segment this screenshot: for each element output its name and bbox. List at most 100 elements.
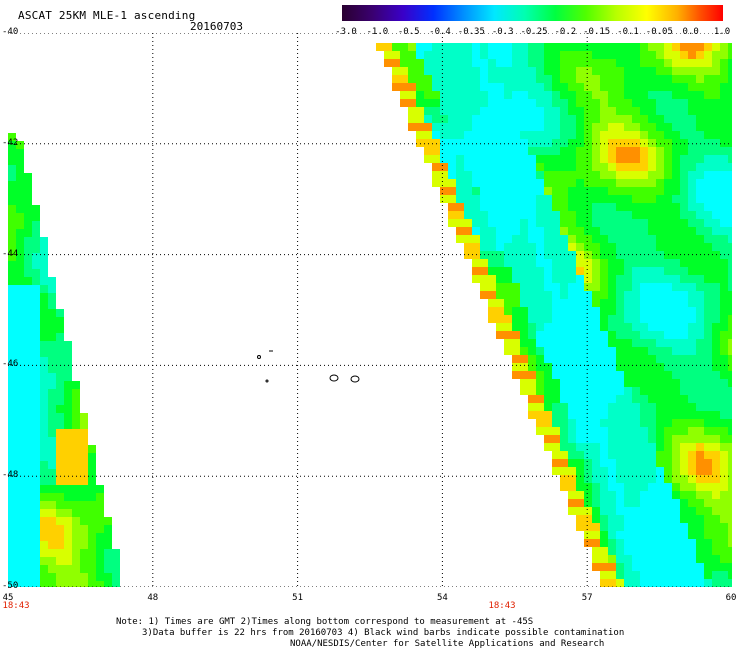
swath-pixel: [560, 187, 568, 195]
swath-pixel: [24, 397, 32, 405]
swath-pixel: [456, 171, 464, 179]
swath-pixel: [464, 139, 472, 147]
swath-pixel: [584, 459, 592, 467]
swath-pixel: [704, 203, 712, 211]
swath-pixel: [416, 131, 424, 139]
swath-pixel: [600, 435, 608, 443]
swath-pixel: [520, 315, 528, 323]
swath-pixel: [696, 323, 704, 331]
swath-pixel: [48, 437, 56, 445]
swath-pixel: [584, 179, 592, 187]
swath-pixel: [40, 325, 48, 333]
swath-pixel: [616, 523, 624, 531]
swath-pixel: [464, 99, 472, 107]
swath-pixel: [560, 395, 568, 403]
swath-pixel: [472, 211, 480, 219]
swath-pixel: [584, 99, 592, 107]
swath-pixel: [48, 581, 56, 587]
swath-pixel: [8, 469, 16, 477]
swath-pixel: [464, 243, 472, 251]
swath-pixel: [592, 467, 600, 475]
swath-pixel: [480, 131, 488, 139]
swath-pixel: [544, 259, 552, 267]
swath-pixel: [640, 163, 648, 171]
longitude-label: 48: [147, 593, 159, 603]
swath-pixel: [704, 347, 712, 355]
swath-pixel: [640, 339, 648, 347]
swath-pixel: [536, 171, 544, 179]
swath-pixel: [672, 459, 680, 467]
swath-pixel: [16, 165, 24, 173]
swath-pixel: [464, 155, 472, 163]
swath-pixel: [512, 371, 520, 379]
swath-pixel: [576, 227, 584, 235]
swath-pixel: [8, 381, 16, 389]
swath-pixel: [448, 67, 456, 75]
swath-pixel: [728, 227, 732, 235]
swath-pixel: [720, 299, 728, 307]
swath-pixel: [24, 525, 32, 533]
swath-pixel: [616, 467, 624, 475]
swath-pixel: [648, 291, 656, 299]
swath-pixel: [656, 419, 664, 427]
swath-pixel: [640, 475, 648, 483]
swath-pixel: [536, 243, 544, 251]
swath-pixel: [728, 355, 732, 363]
swath-pixel: [104, 573, 112, 581]
swath-pixel: [24, 349, 32, 357]
swath-pixel: [632, 211, 640, 219]
swath-pixel: [632, 563, 640, 571]
swath-pixel: [512, 299, 520, 307]
swath-pixel: [680, 371, 688, 379]
swath-pixel: [624, 139, 632, 147]
swath-pixel: [592, 539, 600, 547]
swath-pixel: [664, 515, 672, 523]
swath-pixel: [64, 429, 72, 437]
swath-pixel: [584, 491, 592, 499]
swath-pixel: [408, 107, 416, 115]
swath-pixel: [400, 59, 408, 67]
swath-pixel: [584, 467, 592, 475]
swath-pixel: [40, 389, 48, 397]
swath-pixel: [640, 523, 648, 531]
swath-pixel: [672, 579, 680, 587]
swath-pixel: [568, 459, 576, 467]
swath-pixel: [600, 403, 608, 411]
swath-pixel: [464, 75, 472, 83]
swath-pixel: [432, 139, 440, 147]
swath-pixel: [648, 515, 656, 523]
swath-pixel: [600, 347, 608, 355]
swath-pixel: [48, 549, 56, 557]
swath-pixel: [536, 235, 544, 243]
swath-pixel: [648, 163, 656, 171]
swath-pixel: [16, 221, 24, 229]
swath-pixel: [640, 115, 648, 123]
swath-pixel: [600, 331, 608, 339]
swath-pixel: [552, 211, 560, 219]
swath-pixel: [592, 403, 600, 411]
swath-pixel: [520, 291, 528, 299]
swath-pixel: [720, 243, 728, 251]
swath-pixel: [488, 211, 496, 219]
swath-pixel: [392, 75, 400, 83]
swath-pixel: [632, 235, 640, 243]
swath-pixel: [680, 291, 688, 299]
swath-pixel: [464, 43, 472, 51]
swath-pixel: [8, 333, 16, 341]
swath-pixel: [680, 219, 688, 227]
swath-pixel: [536, 411, 544, 419]
swath-pixel: [552, 187, 560, 195]
swath-pixel: [656, 451, 664, 459]
swath-pixel: [560, 155, 568, 163]
swath-pixel: [728, 563, 732, 571]
swath-pixel: [664, 307, 672, 315]
swath-pixel: [696, 531, 704, 539]
swath-pixel: [584, 307, 592, 315]
swath-pixel: [16, 493, 24, 501]
swath-pixel: [688, 195, 696, 203]
swath-pixel: [512, 211, 520, 219]
swath-pixel: [584, 259, 592, 267]
swath-pixel: [720, 451, 728, 459]
swath-pixel: [608, 451, 616, 459]
swath-pixel: [528, 283, 536, 291]
